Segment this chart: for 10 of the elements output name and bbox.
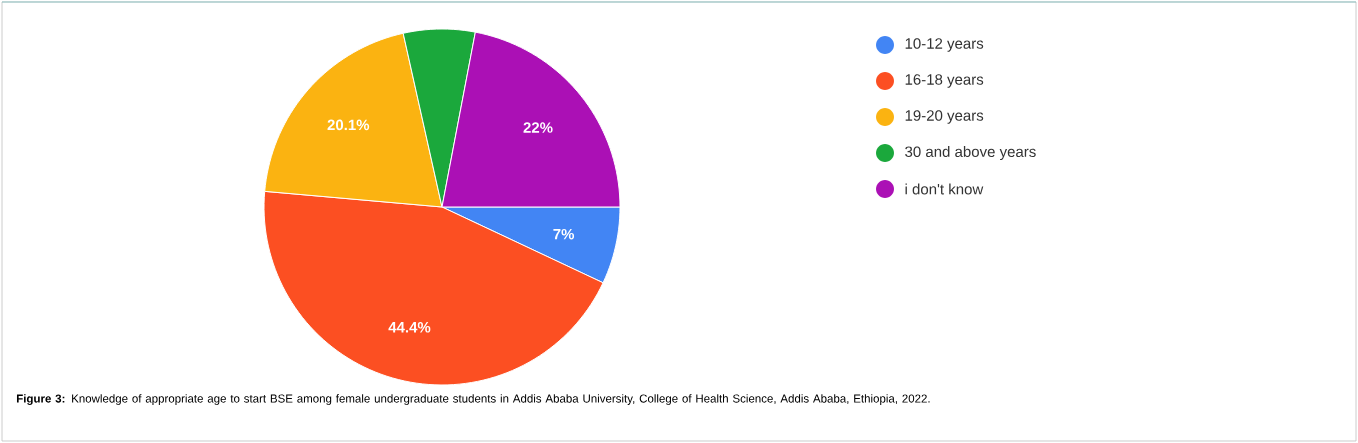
data-label: 22% [523, 122, 553, 133]
legend-label: 10-12 years [905, 38, 984, 52]
legend-label: 30 and above years [905, 146, 1036, 160]
text: Figure 3: Knowledge of appropriate age to start BSE among female undergraduate students in Addis Ababa University, College of Health Science, Addis Ababa, Ethiopia, 2022. [16, 394, 930, 405]
legend-label: 19-20 years [905, 110, 984, 124]
data-label: 44.4% [388, 322, 431, 333]
legend-label: i don't know [905, 183, 984, 195]
data-label: 7% [553, 228, 575, 240]
legend-label: 16-18 years [905, 74, 984, 88]
data-label: 20.1% [327, 119, 370, 131]
